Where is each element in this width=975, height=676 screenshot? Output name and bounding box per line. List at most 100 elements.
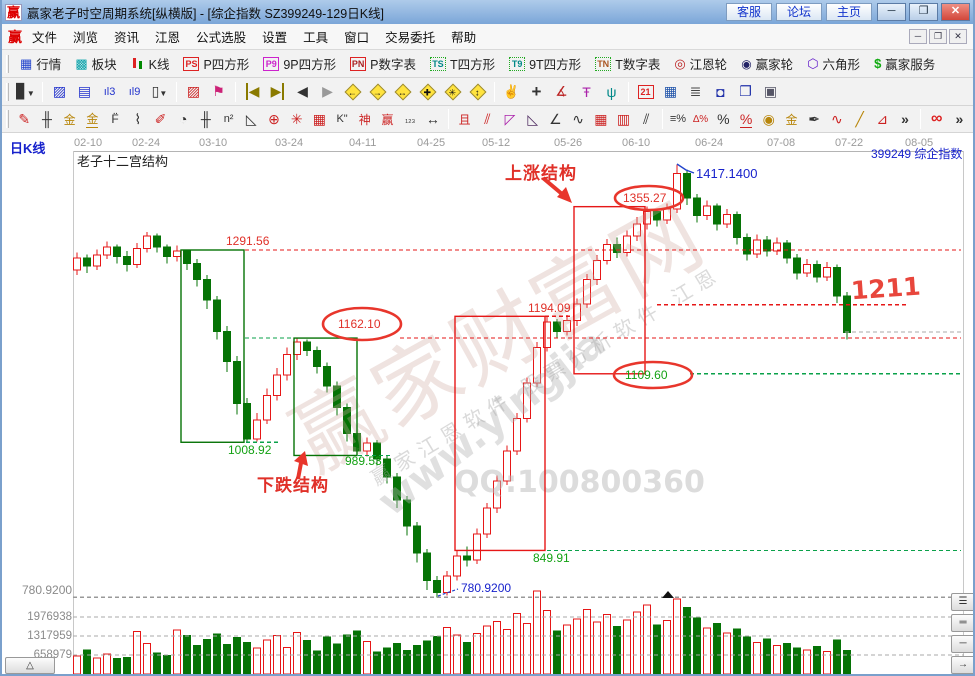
calendar-icon[interactable]: 21 — [634, 80, 657, 103]
notes-icon[interactable]: ≣ — [689, 83, 702, 99]
toolbar-button-赢家轮[interactable]: ◉ 赢家轮 — [734, 52, 800, 76]
toolbar-button-T四方形[interactable]: TS T四方形 — [423, 52, 502, 76]
bars-3-icon[interactable]: ıl3 — [103, 85, 116, 98]
gold-ruler-icon[interactable]: 金 — [63, 112, 76, 127]
gold-circle-icon[interactable]: ◉ — [762, 110, 775, 127]
menu-item-1[interactable]: 浏览 — [73, 31, 99, 45]
diamond-star-icon[interactable]: ✳ — [441, 80, 464, 103]
menu-item-6[interactable]: 工具 — [303, 31, 329, 45]
close-button[interactable]: ✕ — [941, 3, 970, 21]
scale-expand-button[interactable]: → — [951, 656, 973, 674]
nav-next-icon[interactable]: ▶ — [322, 83, 333, 99]
minimize-button[interactable]: ─ — [877, 3, 906, 21]
screens-icon[interactable]: ❐ — [739, 83, 752, 99]
red-grid-box-icon[interactable]: ▦ — [312, 110, 327, 127]
quick-button-0[interactable]: 客服 — [726, 3, 772, 21]
menu-item-3[interactable]: 江恩 — [155, 31, 181, 45]
brain-icon[interactable]: ψ — [606, 83, 617, 100]
overflow-icon[interactable]: » — [901, 111, 909, 127]
ruler-123-icon[interactable]: ₁₂₃ — [405, 114, 416, 124]
crosshair-icon[interactable]: + — [531, 81, 542, 101]
candle-dropdown-icon[interactable]: ▯▼ — [151, 83, 168, 99]
toolbar-button-行情[interactable]: ▦ 行情 — [13, 52, 68, 76]
menu-item-9[interactable]: 帮助 — [451, 31, 477, 45]
percent-list-icon[interactable]: ≡% — [669, 113, 687, 125]
ying-ruler-icon[interactable]: 赢 — [381, 112, 394, 127]
diamond-right-icon[interactable]: → — [366, 80, 389, 103]
menu-item-7[interactable]: 窗口 — [344, 31, 370, 45]
printer-icon[interactable]: ▣ — [763, 83, 778, 99]
plain-ruler-icon[interactable]: ╫ — [200, 111, 211, 127]
zigzag-icon[interactable]: ∿ — [572, 110, 584, 127]
diamond-cross-icon[interactable]: ✚ — [416, 80, 439, 103]
color-chart-icon[interactable]: ⚑ — [212, 83, 225, 99]
ink-pen-icon[interactable]: ✒ — [808, 110, 821, 127]
slant-base-icon[interactable]: ⊿ — [876, 110, 889, 127]
red-grid-icon[interactable]: ▦ — [594, 110, 608, 127]
ruler-ticks-icon[interactable]: ╫ — [42, 111, 52, 127]
mdi-close-button[interactable]: ✕ — [949, 29, 967, 44]
menu-item-0[interactable]: 文件 — [32, 31, 58, 45]
paint-brush-icon[interactable]: ✎ — [18, 110, 31, 127]
f-ruler-icon[interactable]: F̈ — [111, 112, 119, 126]
star-burst-icon[interactable]: ✳ — [290, 110, 303, 127]
diamond-leftright-icon[interactable]: ↔ — [391, 80, 414, 103]
quick-button-2[interactable]: 主页 — [826, 3, 872, 21]
red-grid2-icon[interactable]: ▥ — [616, 110, 631, 127]
scale-compress-2-button[interactable]: ═ — [951, 614, 973, 632]
wave-red-icon[interactable]: ∿ — [831, 110, 843, 127]
nav-last-icon[interactable]: ▶ — [266, 80, 289, 103]
bow-ruler-icon[interactable]: ⌇ — [134, 110, 142, 127]
toolbar-button-P四方形[interactable]: PS P四方形 — [176, 52, 256, 76]
nav-prev-icon[interactable]: ◀ — [297, 83, 308, 99]
toolbar-button-T数字表[interactable]: TN T数字表 — [588, 52, 667, 76]
diamond-updown-icon[interactable]: ↕ — [466, 80, 489, 103]
volume-pane-toggle-button[interactable]: △ — [5, 657, 55, 674]
infinity-icon[interactable]: ∞ — [930, 110, 943, 127]
nav-first-icon[interactable]: ◀ — [241, 80, 264, 103]
toolbar-button-六角形[interactable]: ⬡ 六角形 — [800, 52, 867, 76]
toolbar-button-江恩轮[interactable]: ◎ 江恩轮 — [667, 52, 734, 76]
toolbar-button-P数字表[interactable]: PN P数字表 — [343, 52, 423, 76]
bracket-tool-icon[interactable]: 且 — [458, 112, 471, 127]
pattern-map-icon[interactable]: ▨ — [52, 83, 67, 99]
scale-compress-1-button[interactable]: ─ — [951, 635, 973, 653]
menu-item-4[interactable]: 公式选股 — [196, 31, 247, 45]
mdi-minimize-button[interactable]: ─ — [909, 29, 927, 44]
diamond-left-icon[interactable]: ← — [341, 80, 364, 103]
candle-style-dropdown-icon[interactable]: ▊▼ — [16, 83, 35, 99]
gold-ruler2-icon[interactable]: 金 — [86, 112, 99, 128]
percent-icon[interactable]: % — [717, 111, 730, 127]
angle-tool-icon[interactable]: ∡ — [555, 83, 568, 99]
menu-item-8[interactable]: 交易委托 — [385, 31, 436, 45]
protractor-icon[interactable]: ◺ — [245, 110, 257, 127]
angle-lines-icon[interactable]: ∠ — [549, 110, 562, 127]
shen-ruler-icon[interactable]: 神 — [358, 112, 371, 127]
fan-dark-icon[interactable]: ◺ — [527, 110, 539, 127]
gann-tag-icon[interactable]: Ŧ — [582, 83, 591, 100]
clock-circle-icon[interactable]: ◔ — [178, 111, 188, 127]
percent-line-icon[interactable]: % — [739, 110, 753, 128]
note-doc-icon[interactable]: ▤ — [77, 83, 92, 99]
toolbar-button-板块[interactable]: ▩ 板块 — [68, 52, 123, 76]
toolbar-button-K线[interactable]: K线 — [124, 52, 177, 76]
percent-triangle-icon[interactable]: ∆% — [693, 113, 709, 125]
fan-box-icon[interactable]: ◸ — [504, 110, 516, 127]
toolbar-button-9P四方形[interactable]: P9 9P四方形 — [256, 52, 343, 76]
menu-item-2[interactable]: 资讯 — [114, 31, 140, 45]
gold-line-icon[interactable]: ╱ — [855, 110, 864, 127]
scale-compress-3-button[interactable]: ☰ — [951, 593, 973, 611]
slant-lines-icon[interactable]: ⫽ — [643, 110, 650, 127]
calculator-icon[interactable]: ▦ — [663, 83, 678, 99]
n-squared-icon[interactable]: n² — [223, 113, 234, 125]
bars-9-icon[interactable]: ıl9 — [128, 85, 141, 98]
width-arrow-icon[interactable]: ↔ — [425, 111, 440, 127]
menu-item-5[interactable]: 设置 — [262, 31, 288, 45]
restore-button[interactable]: ❐ — [909, 3, 938, 21]
quick-button-1[interactable]: 论坛 — [776, 3, 822, 21]
red-fan-icon[interactable]: ⫽ — [484, 110, 491, 127]
toolbar-button-9T四方形[interactable]: T9 9T四方形 — [502, 52, 588, 76]
red-pattern-icon[interactable]: ▨ — [186, 83, 201, 99]
mdi-restore-button[interactable]: ❐ — [929, 29, 947, 44]
hand-tool-icon[interactable]: ✌ — [503, 83, 520, 99]
